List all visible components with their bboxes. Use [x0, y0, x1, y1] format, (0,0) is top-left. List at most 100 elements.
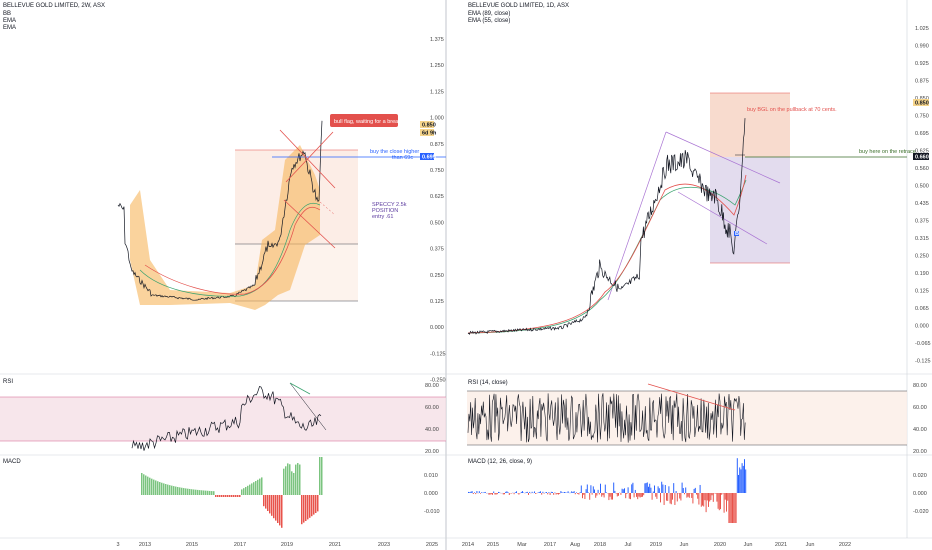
right-price-tick: -0.125 [915, 359, 931, 365]
right-macd-bar [628, 493, 630, 499]
left-macd-bar [307, 495, 309, 520]
right-macd-bar [535, 493, 537, 495]
right-price-tick: 0.375 [915, 219, 929, 225]
right-macd-bar [475, 493, 477, 495]
right-price-tick: 0.435 [915, 201, 929, 207]
right-macd-bar [691, 493, 693, 498]
right-macd-bar [638, 493, 640, 497]
left-macd-histogram [141, 457, 323, 528]
left-rsi-label: RSI [3, 379, 13, 385]
right-macd-bar [513, 493, 515, 495]
right-macd-bar [627, 487, 629, 493]
right-time-tick: Mar [517, 542, 527, 548]
right-price-tick: 0.625 [915, 149, 929, 155]
left-position-note-1: SPECCY 2.5k [372, 202, 407, 208]
right-macd-bar [648, 486, 649, 493]
right-macd-bar [564, 492, 565, 493]
right-macd-bar [692, 493, 694, 504]
right-macd-bar [525, 492, 527, 493]
right-macd-bar [561, 492, 563, 493]
right-macd-bar [643, 493, 645, 496]
right-macd-bar [631, 484, 633, 493]
right-time-tick: Jun [744, 542, 753, 548]
right-macd-bar [735, 493, 737, 523]
left-price-tick: 0.500 [430, 220, 444, 226]
right-macd-bar [608, 493, 610, 501]
right-macd-bar [571, 491, 573, 493]
right-macd-bar [586, 484, 588, 493]
right-macd-axis: 0.020 0.000 -0.020 [913, 473, 929, 515]
left-price-axis: 1.375 1.250 1.125 1.000 0.875 0.750 0.625 0.500… [430, 37, 446, 384]
left-macd-bar [143, 474, 145, 495]
left-macd-bar [209, 490, 211, 495]
left-macd-bar [153, 479, 155, 495]
left-price-tick: 1.375 [430, 37, 444, 43]
left-macd-bar [167, 484, 169, 495]
right-price-tick: 1.025 [915, 26, 929, 32]
right-macd-bar [720, 493, 721, 510]
left-macd-bar [239, 495, 241, 497]
right-macd-bar [708, 493, 709, 507]
right-rsi-tick: 60.00 [913, 405, 927, 411]
right-macd-bar [596, 493, 598, 496]
right-macd-bar [598, 493, 600, 495]
right-macd-bar [560, 491, 562, 493]
right-macd-bar [555, 493, 557, 495]
left-bollinger-band [130, 145, 320, 310]
left-macd-tick: 0.010 [424, 473, 438, 479]
left-price-pane: BELLEVUE GOLD LIMITED, 2W, ASX BB EMA EM… [3, 3, 446, 384]
right-macd-tick: 0.000 [913, 491, 927, 497]
left-macd-bar [259, 478, 261, 495]
right-indicator-ema-89: EMA (89, close) [468, 11, 510, 17]
left-macd-bar [289, 464, 291, 495]
right-time-tick: 2022 [839, 542, 851, 548]
left-macd-bar [305, 495, 307, 521]
right-macd-bar [616, 493, 618, 497]
right-macd-bar [728, 493, 730, 523]
left-macd-bar [273, 495, 275, 519]
right-macd-bar [518, 493, 520, 495]
left-macd-bar [235, 495, 237, 497]
right-macd-bar [699, 484, 701, 493]
left-macd-bar [193, 489, 195, 495]
left-indicator-ema-1: EMA [3, 18, 16, 24]
left-macd-bar [161, 482, 163, 495]
right-price-tick: 0.125 [915, 289, 929, 295]
left-macd-bar [321, 457, 323, 495]
right-macd-bar [584, 493, 586, 500]
left-macd-bar [211, 491, 213, 495]
right-macd-bar [589, 493, 591, 500]
left-price-tick: 1.000 [430, 116, 444, 122]
right-macd-bar [595, 493, 597, 498]
right-macd-bar [622, 489, 624, 493]
right-macd-bar [687, 493, 689, 497]
right-macd-bar [625, 493, 627, 499]
right-macd-bar [567, 491, 569, 493]
left-macd-bar [169, 485, 171, 495]
left-macd-bar [197, 489, 199, 495]
right-macd-bar [604, 484, 606, 493]
right-macd-bar [637, 493, 639, 500]
left-price-tick: 1.250 [430, 63, 444, 69]
left-macd-bar [171, 485, 173, 495]
right-macd-bar [582, 493, 583, 499]
right-macd-bar [541, 493, 543, 495]
left-macd-bar [311, 495, 313, 517]
right-price-pane: BELLEVUE GOLD LIMITED, 1D, ASX EMA (89, … [467, 3, 931, 365]
right-macd-bar [688, 493, 690, 498]
left-price-tick: 0.000 [430, 325, 444, 331]
right-chart-title: BELLEVUE GOLD LIMITED, 1D, ASX [468, 3, 569, 9]
right-time-axis: 2014 2015 Mar 2017 Aug 2018 Jul 2019 Jun 2020 Jun 2… [462, 542, 851, 548]
left-macd-bar [295, 464, 297, 495]
right-macd-bar [696, 493, 697, 495]
left-price-tag-695-text: 0.695 [422, 155, 436, 161]
right-time-tick: 2018 [594, 542, 606, 548]
left-macd-bar [201, 490, 203, 495]
right-macd-tick: -0.020 [913, 509, 929, 515]
right-macd-bar [741, 463, 743, 493]
right-macd-bar [676, 493, 678, 502]
right-macd-bar [540, 491, 541, 493]
right-macd-bar [704, 493, 706, 501]
right-macd-bar [710, 493, 712, 500]
left-callout-box [330, 114, 398, 127]
